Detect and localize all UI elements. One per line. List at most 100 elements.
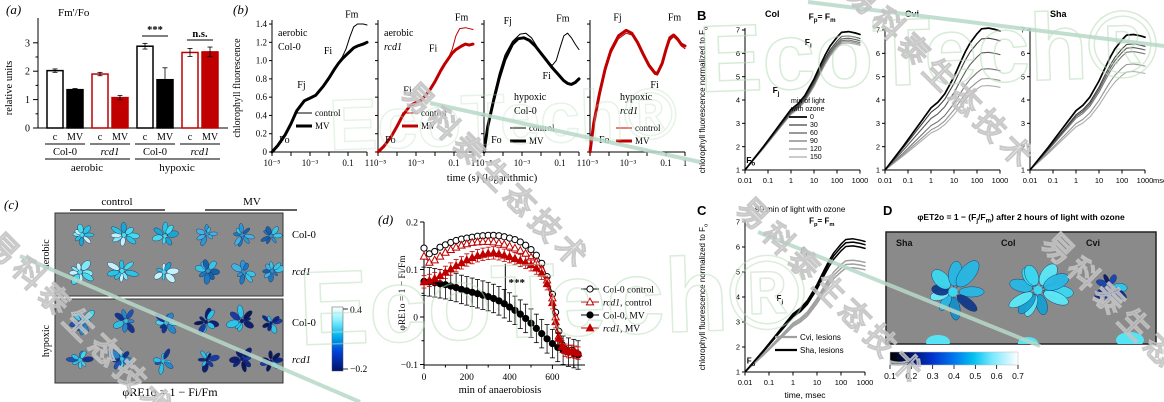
data-point-triangle	[419, 251, 429, 260]
bar-x-label: c	[98, 132, 103, 143]
data-point-triangle	[537, 268, 547, 277]
data-point-triangle	[483, 236, 493, 245]
plant-leaf	[82, 225, 91, 234]
plant-center	[1107, 283, 1113, 289]
panel-c-label: (c)	[4, 197, 19, 212]
plant-leaf	[153, 227, 164, 236]
x-tick-label: 1	[1074, 176, 1078, 185]
data-point-triangle	[510, 253, 520, 262]
y-tick-label: 7	[876, 26, 880, 35]
bar-x-label: MV	[202, 132, 219, 143]
y-tick-label: 3	[876, 119, 880, 128]
bar-x-label: MV	[112, 132, 129, 143]
curve-annotation: Fj​	[777, 294, 784, 306]
x-tick-label: 600	[545, 373, 560, 383]
y-tick-label: 3	[736, 318, 740, 327]
curve-annotation: Fi​	[801, 246, 808, 258]
y-tick-label: 7	[736, 218, 740, 227]
plant-center	[204, 320, 208, 324]
data-point-triangle	[483, 248, 493, 257]
panel-B-label: B	[697, 8, 707, 23]
subpanel-title: hypoxic	[620, 92, 653, 103]
plant-label: Col	[1001, 238, 1016, 248]
plant-leaf	[77, 223, 84, 234]
condition-label: aerobic	[71, 162, 103, 174]
y-axis-title: chlorophyll fluorescence	[232, 38, 243, 138]
data-point-triangle	[573, 348, 583, 357]
curve-annotation: Fp​= Fm​	[809, 12, 836, 25]
plant-rosette	[195, 224, 218, 247]
legend-value: 120	[810, 146, 822, 153]
y-tick-label: 0	[413, 314, 418, 324]
group-label: rcd1	[191, 147, 210, 158]
data-point-triangle	[551, 316, 561, 326]
data-point-triangle	[585, 297, 595, 306]
data-point-triangle	[505, 251, 515, 261]
colorbar-tick-label: 0.2	[905, 371, 917, 381]
subpanel-title: aerobic	[278, 28, 308, 39]
x-tick-label: 1000	[992, 176, 1009, 185]
y-tick-label: 0	[25, 124, 30, 135]
x-tick-label: 0.1	[763, 176, 773, 185]
y-tick-label: 5	[876, 72, 880, 81]
y-tick-label: 0.2	[406, 219, 418, 229]
bar-x-label: MV	[157, 132, 174, 143]
curve-annotation: Fp​= Fm​	[809, 216, 834, 228]
colorbar-tick-label: 0.3	[927, 371, 939, 381]
legend-label-control: control	[421, 108, 447, 118]
plant-center	[163, 234, 167, 238]
y-tick-label: 2	[25, 67, 30, 78]
group-label: Col-0	[53, 147, 77, 158]
plant-leaf	[111, 226, 122, 235]
y-tick-label: 2	[1021, 142, 1025, 151]
legend-label-control: control	[635, 123, 661, 133]
curve-annotation: Fm	[668, 12, 682, 23]
curve-annotation: Fi	[543, 71, 552, 82]
legend-value: 0	[810, 114, 814, 121]
x-axis-title: time (s) (logarithmic)	[447, 173, 538, 184]
x-tick-label: 0.1	[1048, 176, 1058, 185]
plant-leaf	[1094, 287, 1108, 300]
plant-center	[119, 268, 125, 274]
y-tick-label: 5	[736, 268, 740, 277]
y-tick-label: 6	[1021, 49, 1025, 58]
plant-center	[240, 233, 244, 237]
legend-label-mv: MV	[315, 121, 330, 131]
data-point-triangle	[557, 341, 567, 350]
data-point-triangle	[554, 333, 564, 342]
data-point-circle	[527, 319, 535, 327]
bar-x-label: c	[143, 132, 148, 143]
x-tick-label: 10⁻³	[408, 158, 425, 168]
y-tick-label: 2	[736, 142, 740, 151]
subplot-title: 90 min of light with ozone	[755, 205, 846, 214]
x-tick-label: 0.1	[448, 158, 459, 168]
curve-annotation: Fo	[491, 135, 502, 146]
colorbar-tick-label: 0.7	[1012, 371, 1024, 381]
ojip-curve	[1029, 33, 1146, 171]
colorbar-min-label: −0.2	[350, 365, 367, 375]
x-unit-label: msec	[1153, 176, 1164, 185]
curve-annotation: Fj	[297, 80, 305, 91]
plant-leaf	[1096, 279, 1108, 287]
data-point-triangle	[467, 237, 477, 246]
data-point-triangle	[494, 248, 504, 258]
curve-annotation: Fm	[455, 12, 469, 23]
ojip-curve	[884, 77, 1001, 171]
chart-title: Fm'/Fo	[58, 7, 90, 19]
panel-d-chart: 0.2 0.1 0 −0.1 0 200 400 600 φRE1o = 1 − Fi/Fm mi…	[398, 219, 654, 397]
significance-label: ***	[509, 277, 526, 289]
plant-rosette	[152, 221, 179, 246]
x-tick-label: 0.01	[738, 378, 753, 387]
data-point-circle	[548, 340, 556, 348]
colorbar-tick-label: 0.4	[948, 371, 960, 381]
bar	[181, 51, 199, 129]
ojip-curve	[744, 266, 866, 373]
subpanel-title: aerobic	[384, 28, 414, 39]
legend-title: with ozone	[790, 106, 825, 113]
plant-center	[205, 358, 209, 362]
plant-rosette	[233, 223, 255, 247]
curve-annotation: Fo	[599, 135, 610, 146]
bar	[136, 45, 154, 129]
plant-center	[122, 233, 126, 237]
panel-D: φET2o = 1 − (Fj​/Fm​) after 2 hours of l…	[878, 200, 1164, 402]
